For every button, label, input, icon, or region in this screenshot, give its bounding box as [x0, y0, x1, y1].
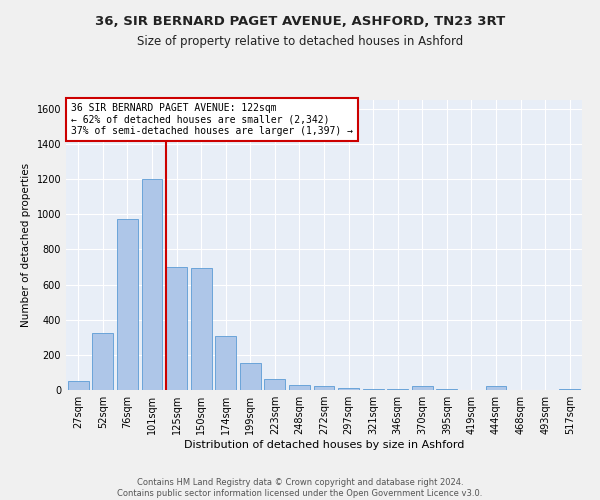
Text: 36 SIR BERNARD PAGET AVENUE: 122sqm
← 62% of detached houses are smaller (2,342): 36 SIR BERNARD PAGET AVENUE: 122sqm ← 62…: [71, 103, 353, 136]
Bar: [387, 389, 408, 390]
Bar: [559, 389, 580, 390]
Bar: [485, 386, 506, 390]
Bar: [338, 388, 359, 390]
Bar: [265, 378, 286, 390]
Bar: [436, 389, 457, 390]
X-axis label: Distribution of detached houses by size in Ashford: Distribution of detached houses by size …: [184, 440, 464, 450]
Bar: [68, 381, 89, 390]
Bar: [314, 386, 334, 390]
Bar: [191, 268, 212, 390]
Bar: [240, 363, 261, 390]
Bar: [166, 267, 187, 390]
Bar: [412, 386, 433, 390]
Bar: [289, 384, 310, 390]
Text: Contains HM Land Registry data © Crown copyright and database right 2024.
Contai: Contains HM Land Registry data © Crown c…: [118, 478, 482, 498]
Bar: [362, 389, 383, 390]
Bar: [142, 179, 163, 390]
Bar: [215, 336, 236, 390]
Text: Size of property relative to detached houses in Ashford: Size of property relative to detached ho…: [137, 35, 463, 48]
Text: 36, SIR BERNARD PAGET AVENUE, ASHFORD, TN23 3RT: 36, SIR BERNARD PAGET AVENUE, ASHFORD, T…: [95, 15, 505, 28]
Bar: [117, 218, 138, 390]
Bar: [92, 333, 113, 390]
Y-axis label: Number of detached properties: Number of detached properties: [21, 163, 31, 327]
